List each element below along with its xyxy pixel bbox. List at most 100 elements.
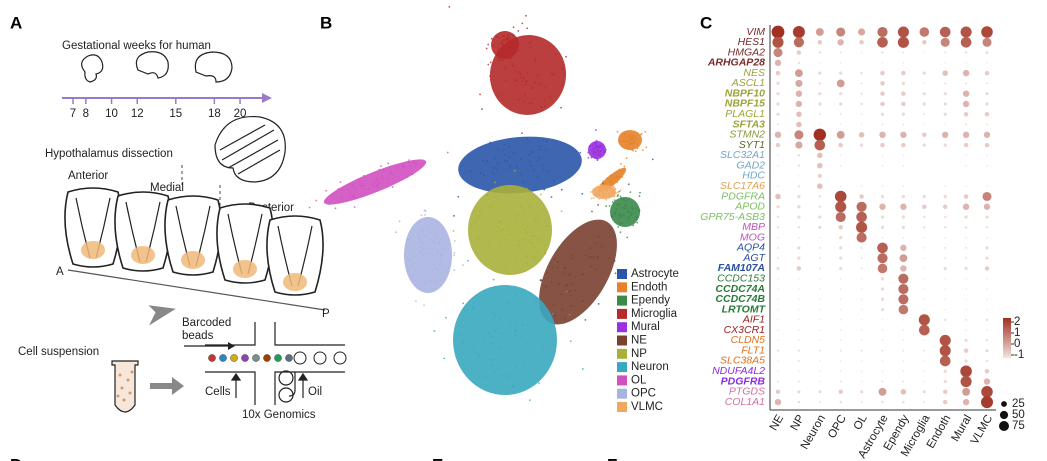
cell-point [467,259,469,262]
dot [881,380,884,383]
dot [918,314,930,326]
panel-label: E [432,455,443,461]
dot [901,194,906,199]
gene-label: FAM107A [718,262,765,274]
dot [776,123,780,126]
cell-point [491,205,493,207]
cell-point [519,335,522,338]
cell-point [625,204,628,207]
cell-point [501,50,503,53]
cell-point [632,208,635,211]
cell-point [406,270,409,273]
dot [944,82,947,85]
cell-point [499,317,502,320]
dot [902,360,905,362]
cell-point [554,53,557,55]
cell-point [415,300,417,303]
cell-point [608,185,610,188]
cell-point [566,283,568,286]
cell-point [489,75,491,78]
cell-point [544,99,546,102]
gene-label: CCDC74B [715,293,765,305]
cell-point [521,238,524,240]
cell-point [634,207,637,209]
cell-point [521,80,524,83]
dot [983,378,991,385]
cell-point [506,374,509,377]
cell-point [596,145,599,148]
dot [839,400,842,404]
dot [839,319,842,321]
cell-point [570,257,573,260]
dot [922,143,926,147]
cell-point [564,266,567,269]
dot [777,185,779,187]
cell-point [452,214,455,217]
cell-point [506,42,508,45]
dot [859,194,864,199]
cell-point [517,213,519,216]
dot [839,256,843,260]
cell-point [556,266,559,269]
dot [900,131,907,139]
cell-point [621,132,623,135]
cell-point [633,140,636,143]
cell-point [494,195,497,198]
dot [923,298,926,300]
cell-point [592,148,594,150]
cell-point [591,210,593,213]
cell-point [512,48,514,50]
dot [839,288,842,290]
flow-arrow [148,305,176,326]
cell-point [387,162,390,165]
dot [923,247,926,249]
dot [797,194,801,199]
cell-point [479,172,482,174]
cell-point [389,171,392,174]
cell-point [595,153,598,156]
cell-point [502,149,504,152]
legend-label: Astrocyte [631,268,679,280]
cell-point [619,222,622,225]
cell-point [630,137,633,140]
dot [902,51,905,54]
dot [878,387,887,396]
dot [965,154,967,157]
cell-point [315,199,318,202]
cell-point [409,164,411,167]
cell-point [569,290,572,293]
dot [943,215,947,219]
dot [939,345,951,357]
cell-point [359,184,362,187]
legend-swatch [617,375,627,386]
cell-point [408,259,410,262]
dot [777,278,779,280]
cell-point [498,347,501,349]
cell-point [525,232,528,235]
cell-point [530,242,532,245]
cell-point [632,137,635,140]
dot [819,278,821,280]
cluster-body [323,159,427,205]
cell-point [597,188,600,191]
cell-point [616,181,619,183]
cell-point [530,152,533,154]
dot [773,48,783,58]
dot [879,203,886,210]
cell-point [556,261,559,263]
cell-point [633,135,636,138]
cell-point [626,145,629,148]
cell-point [463,307,465,310]
cell-point [507,302,509,305]
cell-point [537,217,540,220]
cell-point [610,187,613,189]
dot [819,308,821,311]
cell-point [508,56,511,59]
cell-point [487,43,490,46]
dot [777,288,779,290]
dot [965,164,967,167]
dot [943,369,947,373]
dot [942,204,948,210]
cell-point [598,153,601,155]
cell-point [618,203,621,206]
